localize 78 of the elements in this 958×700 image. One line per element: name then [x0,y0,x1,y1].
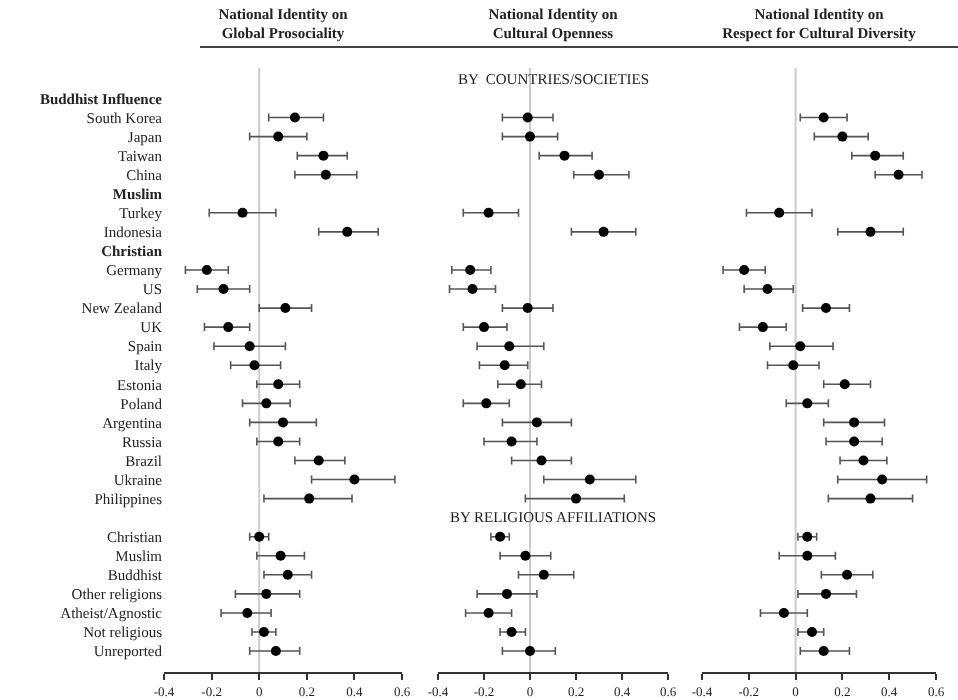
point [313,455,324,466]
point [465,264,476,275]
point [273,131,284,142]
point [237,207,248,218]
point [842,569,853,580]
point [818,112,829,123]
point [525,646,535,657]
point [223,322,234,333]
point [818,646,829,657]
point [839,379,850,390]
point [483,207,494,218]
point [304,493,315,504]
point [821,588,832,599]
point [778,607,789,618]
point [504,341,515,352]
point [762,284,773,295]
point [522,112,533,123]
point [870,150,881,161]
point [261,398,272,409]
point [483,607,494,618]
point [467,284,478,295]
point [849,417,860,428]
point [270,646,281,657]
point [506,626,517,637]
point [320,169,331,180]
point [893,169,904,180]
point [757,322,768,333]
point [571,493,581,504]
point [342,226,353,237]
point [774,207,785,218]
point [531,417,542,428]
point [244,341,255,352]
point [499,360,510,371]
point [481,398,492,409]
point [254,531,265,542]
point [289,112,300,123]
point [858,455,869,466]
point [837,131,848,142]
point [273,379,284,390]
point [273,436,284,447]
point [515,379,526,390]
point [559,150,570,161]
point [795,341,806,352]
point [522,303,533,314]
point [520,550,531,561]
point [479,322,489,333]
point [806,626,817,637]
point [821,303,832,314]
point [502,588,512,599]
point [865,226,876,237]
point [598,226,609,237]
point [201,264,212,275]
point [865,493,876,504]
point [802,398,813,409]
point [495,531,506,542]
point [536,455,547,466]
point [802,531,813,542]
point [261,588,272,599]
point [280,303,291,314]
point [594,169,604,180]
point [788,360,799,371]
point [349,474,360,485]
point [584,474,595,485]
point [739,264,750,275]
point [249,360,260,371]
point [877,474,888,485]
point [218,284,229,295]
point [282,569,293,580]
point [318,150,329,161]
point [506,436,517,447]
point [275,550,286,561]
point [538,569,549,580]
point [258,626,269,637]
point [849,436,860,447]
point [525,131,535,142]
point [278,417,288,428]
point [802,550,813,561]
point [242,607,253,618]
